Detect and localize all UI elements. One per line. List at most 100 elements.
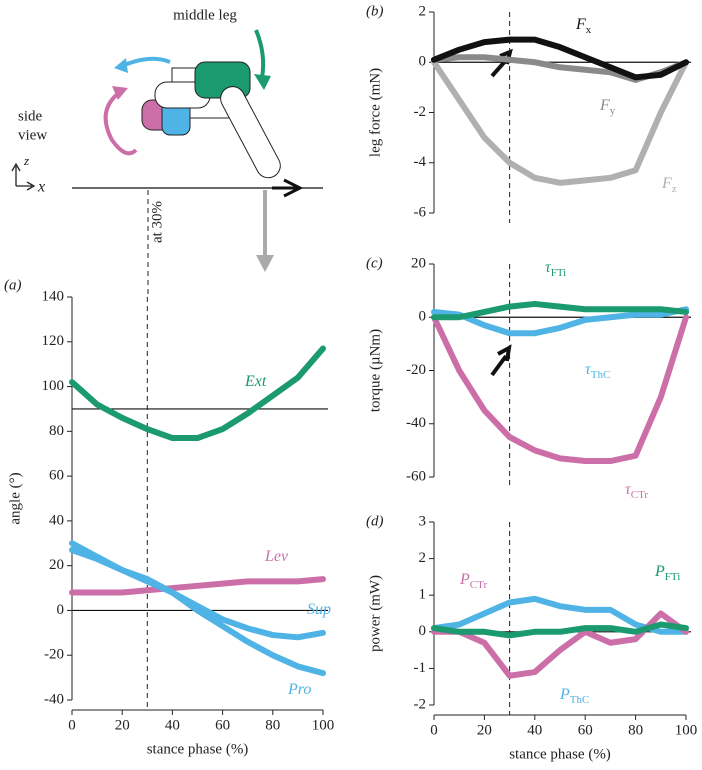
series-line: [431, 59, 689, 186]
y-tick-label: 0: [419, 54, 427, 70]
x-tick-label: 100: [312, 717, 335, 733]
x-tick-label: 20: [477, 722, 492, 738]
series-name: P: [459, 571, 470, 588]
rot-arrow: [254, 29, 266, 79]
y-tick-label: -40: [406, 415, 426, 431]
x-tick-label: 40: [527, 722, 542, 738]
y-tick-label: 100: [42, 378, 65, 394]
series-subscript: FTi: [665, 571, 681, 583]
series-line: [69, 576, 326, 596]
series-subscript: CTr: [631, 489, 649, 501]
y-tick-label: -20: [406, 362, 426, 378]
series-line: [431, 300, 689, 321]
series-label: Fy: [599, 97, 616, 117]
series-name: P: [559, 686, 570, 703]
x-tick-label: 60: [578, 722, 593, 738]
x-tick-label: 60: [215, 717, 230, 733]
series-subscript: z: [672, 183, 677, 195]
series-line: [431, 610, 689, 679]
y-tick-label: -2: [414, 696, 427, 712]
y-tick-label: -1: [414, 660, 427, 676]
series-label: Lev: [264, 548, 289, 565]
y-tick-label: 20: [411, 255, 426, 271]
rot-arrow: [103, 90, 138, 156]
x-tick-label: 40: [165, 717, 180, 733]
y-tick-label: -20: [44, 647, 64, 663]
series-name: P: [654, 563, 665, 580]
schematic-title: middle leg: [173, 7, 237, 23]
series-name: F: [599, 97, 610, 114]
schematic-view: view: [18, 127, 47, 143]
y-tick-label: 20: [49, 557, 64, 573]
series-name: F: [575, 16, 586, 33]
series-name: Ext: [244, 373, 267, 390]
series-line: [69, 345, 326, 442]
annotation: at 30%: [149, 201, 165, 243]
series-name: Lev: [264, 548, 289, 565]
y-tick-label: 1: [419, 587, 427, 603]
series-label: Ext: [244, 373, 267, 390]
y-axis-label: angle (°): [7, 472, 23, 524]
series-label: τFTi: [545, 259, 566, 279]
axis-x: x: [37, 179, 45, 196]
y-tick-label: 2: [419, 3, 427, 19]
y-tick-label: 2: [419, 550, 427, 566]
series-label: Fx: [575, 16, 592, 36]
y-tick-label: 60: [49, 468, 64, 484]
y-tick-label: 120: [42, 333, 65, 349]
x-tick-label: 0: [430, 722, 438, 738]
x-axis-label: stance phase (%): [147, 741, 249, 757]
axis-z: z: [23, 153, 29, 168]
series-label: PFTi: [654, 563, 680, 583]
series-label: Pro: [287, 681, 311, 698]
force-arrow: [272, 178, 304, 198]
series-name: τ: [625, 481, 632, 498]
series-line: [69, 546, 326, 677]
y-axis-label: leg force (mN): [367, 68, 383, 157]
x-tick-label: 20: [115, 717, 130, 733]
series-line: [431, 36, 689, 81]
y-tick-label: -40: [44, 691, 64, 707]
series-name: Sup: [307, 601, 331, 618]
panel-label: (a): [4, 277, 22, 293]
y-tick-label: 3: [419, 513, 427, 529]
series-subscript: x: [586, 24, 592, 36]
series-label: τCTr: [625, 481, 648, 501]
rot-arrow-head: [112, 86, 128, 100]
down-arrow-head: [256, 255, 274, 272]
schematic: middle leg side view z x at 30%: [11, 7, 323, 297]
axis-icon: [11, 162, 36, 191]
arrow: [490, 344, 512, 377]
series-label: Sup: [307, 601, 331, 618]
y-tick-label: -2: [414, 104, 427, 120]
x-tick-label: 0: [68, 717, 76, 733]
tibia: [220, 86, 281, 179]
series-line: [431, 621, 689, 639]
series-subscript: FTi: [551, 267, 567, 279]
rot-arrow-head: [254, 74, 271, 90]
series-name: Pro: [287, 681, 311, 698]
series-name: τ: [545, 259, 552, 276]
series-label: PThC: [559, 686, 589, 706]
panel-label: (b): [366, 3, 384, 19]
y-tick-label: 40: [49, 512, 64, 528]
x-tick-label: 80: [265, 717, 280, 733]
y-tick-label: 0: [419, 623, 427, 639]
y-tick-label: -6: [414, 204, 427, 220]
y-tick-label: 0: [57, 602, 65, 618]
panel-label: (d): [366, 513, 384, 529]
rot-arrow: [121, 56, 171, 68]
series-subscript: y: [610, 105, 616, 117]
y-axis-label: torque (µNm): [367, 329, 383, 412]
x-axis-label: stance phase (%): [509, 746, 611, 762]
x-tick-label: 80: [628, 722, 643, 738]
y-tick-label: 0: [419, 309, 427, 325]
schematic-view: side: [18, 108, 43, 124]
series-subscript: ThC: [591, 369, 611, 381]
series-name: τ: [585, 361, 592, 378]
rot-arrow-head: [114, 58, 128, 73]
y-tick-label: -60: [406, 468, 426, 484]
y-tick-label: 80: [49, 423, 64, 439]
series-subscript: ThC: [570, 694, 590, 706]
